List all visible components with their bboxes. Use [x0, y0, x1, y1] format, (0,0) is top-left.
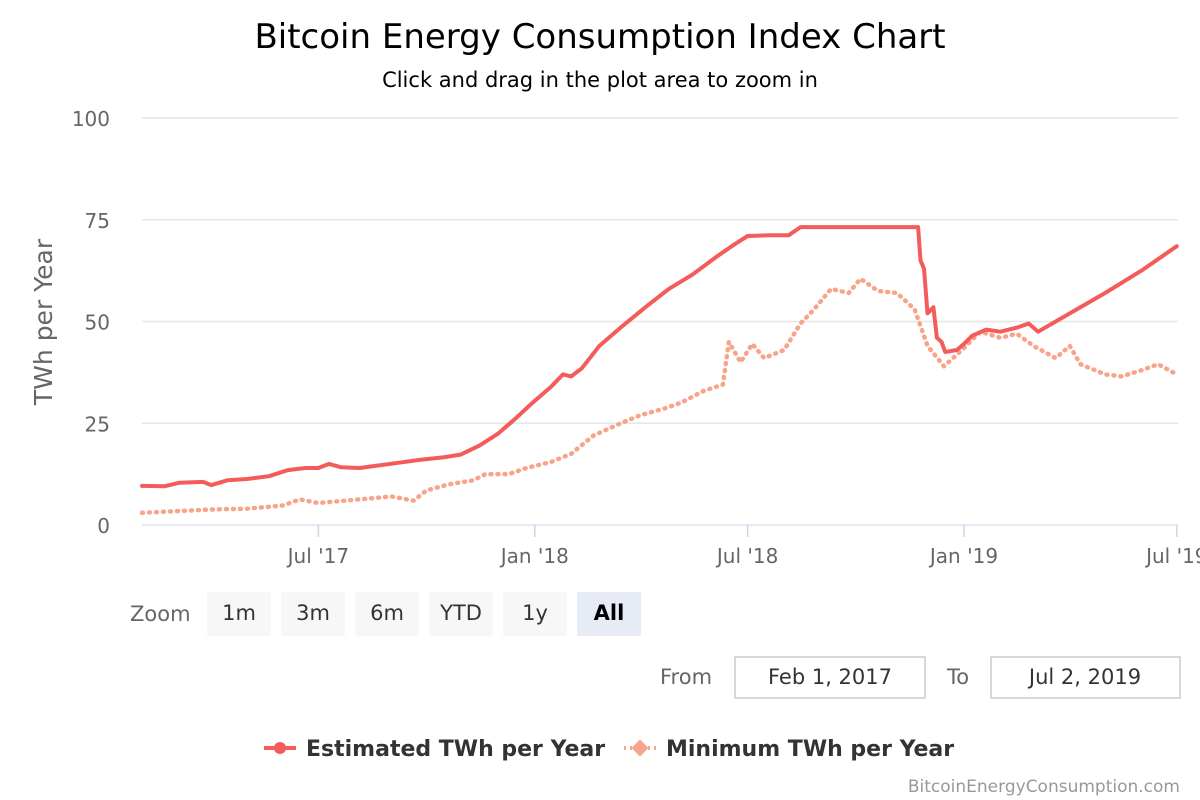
chart-subtitle: Click and drag in the plot area to zoom … [382, 68, 818, 92]
zoom-button-label: All [594, 601, 625, 625]
grid-lines [142, 117, 1178, 424]
x-axis-ticks: Jul '17 Jan '18 Jul '18 Jan '19 Jul '19 [286, 525, 1200, 568]
x-tick-label: Jan '18 [499, 544, 569, 568]
from-label: From [660, 665, 712, 689]
chart-title: Bitcoin Energy Consumption Index Chart [254, 17, 945, 57]
zoom-label: Zoom [130, 602, 191, 626]
zoom-button-1m[interactable]: 1m [207, 592, 271, 636]
y-tick-label: 100 [72, 107, 110, 131]
plot-area[interactable] [139, 225, 1180, 516]
zoom-button-ytd[interactable]: YTD [429, 592, 493, 636]
to-label: To [946, 665, 969, 689]
series-line-estimated[interactable] [140, 225, 1179, 489]
y-axis-ticks: 0 25 50 75 100 [72, 107, 110, 538]
y-tick-label: 75 [85, 209, 110, 233]
legend-label-minimum: Minimum TWh per Year [666, 737, 954, 762]
from-date-value: Feb 1, 2017 [768, 665, 892, 689]
zoom-button-label: 1y [522, 601, 548, 625]
zoom-button-bg [207, 592, 271, 636]
x-tick-label: Jul '17 [286, 544, 349, 568]
y-tick-label: 50 [85, 311, 110, 335]
x-tick-label: Jan '19 [928, 544, 998, 568]
from-date-input[interactable]: Feb 1, 2017 [734, 656, 926, 699]
zoom-button-1y[interactable]: 1y [503, 592, 567, 636]
x-tick-label: Jul '18 [715, 544, 778, 568]
to-date-value: Jul 2, 2019 [1027, 665, 1141, 689]
y-tick-label: 25 [85, 412, 110, 436]
zoom-button-3m[interactable]: 3m [281, 592, 345, 636]
to-date-input[interactable]: Jul 2, 2019 [990, 656, 1181, 699]
legend-label-estimated: Estimated TWh per Year [306, 737, 605, 762]
zoom-button-label: YTD [439, 601, 482, 625]
zoom-button-bg [355, 592, 419, 636]
series-line-minimum[interactable] [139, 276, 1180, 516]
zoom-button-bg [577, 592, 641, 636]
zoom-button-label: 3m [296, 601, 330, 625]
legend-item-estimated[interactable]: Estimated TWh per Year [264, 737, 605, 762]
zoom-button-bg [281, 592, 345, 636]
zoom-button-6m[interactable]: 6m [355, 592, 419, 636]
legend-marker-minimum [631, 739, 649, 757]
legend-marker-estimated [274, 742, 286, 754]
y-axis-title: TWh per Year [29, 238, 58, 406]
zoom-button-label: 1m [222, 601, 256, 625]
credit-link[interactable]: BitcoinEnergyConsumption.com [908, 777, 1180, 797]
zoom-button-all[interactable]: All [577, 592, 641, 636]
y-tick-label: 0 [97, 514, 110, 538]
zoom-button-bg [429, 592, 493, 636]
x-tick-label: Jul '19 [1144, 544, 1200, 568]
zoom-button-label: 6m [370, 601, 404, 625]
legend-item-minimum[interactable]: Minimum TWh per Year [624, 737, 954, 762]
zoom-button-bg [503, 592, 567, 636]
zoom-buttons: 1m 3m 6m YTD 1y All [207, 592, 641, 636]
